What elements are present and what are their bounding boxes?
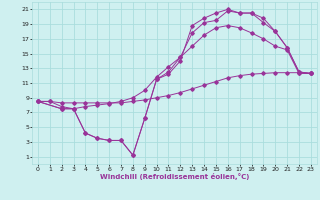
X-axis label: Windchill (Refroidissement éolien,°C): Windchill (Refroidissement éolien,°C): [100, 173, 249, 180]
